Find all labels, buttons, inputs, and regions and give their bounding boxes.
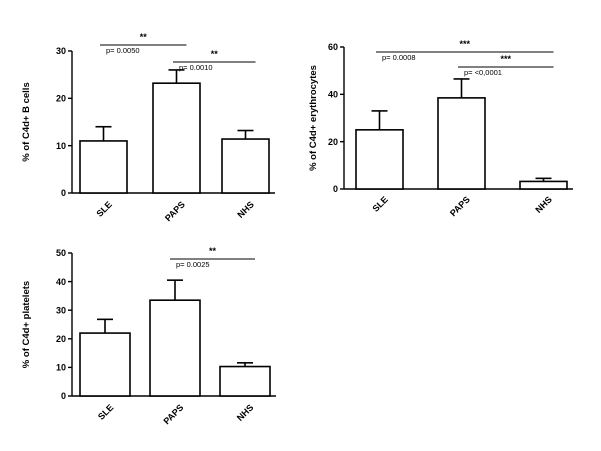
bar-paps — [437, 97, 486, 190]
significance-stars: ** — [211, 49, 219, 59]
p-value-label: p= 0.0050 — [106, 46, 140, 55]
y-tick-label: 10 — [56, 141, 66, 151]
bar-sle — [355, 129, 404, 190]
category-label-sle: SLE — [370, 194, 389, 213]
y-tick-label: 0 — [333, 184, 338, 194]
category-label-paps: PAPS — [161, 402, 185, 426]
y-axis-label: % of C4d+ B cells — [21, 82, 32, 161]
y-tick-label: 30 — [56, 46, 66, 56]
y-tick-label: 10 — [56, 363, 66, 373]
category-label-sle: SLE — [96, 402, 115, 421]
p-value-label: p= <0,0001 — [464, 68, 502, 77]
y-tick-label: 50 — [56, 248, 66, 258]
y-tick-label: 60 — [328, 42, 338, 52]
y-tick-label: 20 — [328, 137, 338, 147]
y-tick-label: 40 — [56, 277, 66, 287]
category-label-nhs: NHS — [533, 194, 554, 215]
bar-paps — [149, 299, 201, 397]
y-tick-label: 0 — [61, 188, 66, 198]
y-tick-label: 20 — [56, 334, 66, 344]
bar-nhs — [519, 180, 568, 190]
bar-nhs — [219, 365, 271, 397]
y-tick-label: 20 — [56, 94, 66, 104]
significance-stars: *** — [459, 39, 470, 49]
y-tick-label: 30 — [56, 305, 66, 315]
p-value-label: p= 0.0008 — [382, 53, 416, 62]
category-label-paps: PAPS — [163, 199, 187, 223]
chart-panel-2: 0 20 40 60 % of C4d+ erythrocytes SLE PAPS NHS *… — [308, 39, 573, 218]
category-label-nhs: NHS — [235, 199, 256, 220]
significance-stars: ** — [209, 246, 217, 256]
significance-stars: ** — [140, 32, 148, 42]
category-label-paps: PAPS — [448, 194, 472, 218]
category-label-sle: SLE — [94, 199, 113, 218]
y-tick-label: 0 — [61, 391, 66, 401]
bar-sle — [79, 140, 128, 194]
y-axis-label: % of C4d+ erythrocytes — [308, 65, 319, 171]
bar-nhs — [221, 138, 270, 194]
bar-sle — [79, 332, 131, 397]
chart-panel-3: 0 10 20 30 40 50 % of C4d+ platelets SLE PAPS NHS… — [21, 246, 276, 426]
y-tick-label: 40 — [328, 90, 338, 100]
p-value-label: p= 0.0025 — [176, 260, 210, 269]
bar-paps — [152, 82, 201, 194]
category-label-nhs: NHS — [235, 402, 256, 423]
p-value-label: p= 0.0010 — [179, 63, 213, 72]
y-axis-label: % of C4d+ platelets — [21, 281, 32, 368]
significance-stars: *** — [500, 54, 511, 64]
